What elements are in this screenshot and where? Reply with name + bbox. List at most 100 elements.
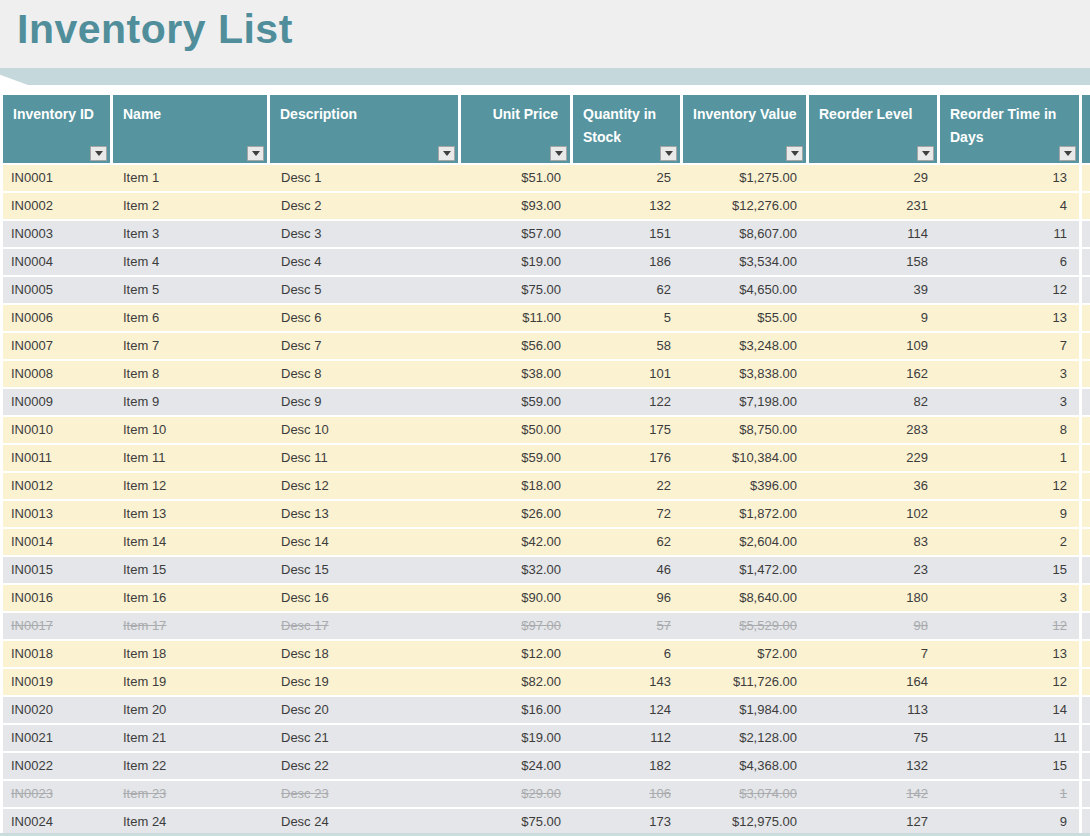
cell-price[interactable]: $32.00 <box>461 557 573 583</box>
cell-price[interactable]: $38.00 <box>461 361 573 387</box>
cell-value[interactable]: $7,198.00 <box>683 389 809 415</box>
cell-id[interactable]: IN0017 <box>3 613 113 639</box>
cell-days[interactable]: 14 <box>940 697 1079 723</box>
cell-qty[interactable]: 151 <box>573 221 683 247</box>
cell-level[interactable]: 127 <box>809 809 940 835</box>
cell-qty[interactable]: 143 <box>573 669 683 695</box>
cell-id[interactable]: IN0012 <box>3 473 113 499</box>
cell-value[interactable]: $1,472.00 <box>683 557 809 583</box>
cell-price[interactable]: $19.00 <box>461 249 573 275</box>
cell-name[interactable]: Item 10 <box>113 417 270 443</box>
cell-days[interactable]: 13 <box>940 165 1079 191</box>
cell-name[interactable]: Item 2 <box>113 193 270 219</box>
cell-value[interactable]: $1,872.00 <box>683 501 809 527</box>
cell-desc[interactable]: Desc 7 <box>270 333 461 359</box>
cell-days[interactable]: 3 <box>940 585 1079 611</box>
cell-id[interactable]: IN0003 <box>3 221 113 247</box>
cell-value[interactable]: $8,640.00 <box>683 585 809 611</box>
cell-level[interactable]: 283 <box>809 417 940 443</box>
cell-days[interactable]: 8 <box>940 417 1079 443</box>
cell-qty[interactable]: 182 <box>573 753 683 779</box>
cell-price[interactable]: $16.00 <box>461 697 573 723</box>
cell-value[interactable]: $2,604.00 <box>683 529 809 555</box>
cell-desc[interactable]: Desc 20 <box>270 697 461 723</box>
cell-name[interactable]: Item 16 <box>113 585 270 611</box>
cell-days[interactable]: 3 <box>940 361 1079 387</box>
cell-qty[interactable]: 62 <box>573 529 683 555</box>
cell-name[interactable]: Item 17 <box>113 613 270 639</box>
cell-level[interactable]: 109 <box>809 333 940 359</box>
cell-level[interactable]: 83 <box>809 529 940 555</box>
cell-level[interactable]: 180 <box>809 585 940 611</box>
cell-value[interactable]: $4,650.00 <box>683 277 809 303</box>
cell-days[interactable]: 15 <box>940 753 1079 779</box>
cell-qty[interactable]: 46 <box>573 557 683 583</box>
cell-price[interactable]: $12.00 <box>461 641 573 667</box>
cell-desc[interactable]: Desc 24 <box>270 809 461 835</box>
cell-price[interactable]: $93.00 <box>461 193 573 219</box>
cell-days[interactable]: 4 <box>940 193 1079 219</box>
cell-name[interactable]: Item 24 <box>113 809 270 835</box>
cell-level[interactable]: 102 <box>809 501 940 527</box>
cell-id[interactable]: IN0016 <box>3 585 113 611</box>
cell-level[interactable]: 164 <box>809 669 940 695</box>
cell-value[interactable]: $72.00 <box>683 641 809 667</box>
cell-qty[interactable]: 22 <box>573 473 683 499</box>
cell-desc[interactable]: Desc 8 <box>270 361 461 387</box>
cell-id[interactable]: IN0010 <box>3 417 113 443</box>
cell-id[interactable]: IN0005 <box>3 277 113 303</box>
cell-level[interactable]: 36 <box>809 473 940 499</box>
cell-name[interactable]: Item 23 <box>113 781 270 807</box>
cell-qty[interactable]: 176 <box>573 445 683 471</box>
cell-price[interactable]: $51.00 <box>461 165 573 191</box>
cell-value[interactable]: $3,838.00 <box>683 361 809 387</box>
cell-price[interactable]: $42.00 <box>461 529 573 555</box>
cell-name[interactable]: Item 5 <box>113 277 270 303</box>
cell-id[interactable]: IN0021 <box>3 725 113 751</box>
cell-qty[interactable]: 96 <box>573 585 683 611</box>
cell-price[interactable]: $19.00 <box>461 725 573 751</box>
cell-value[interactable]: $12,276.00 <box>683 193 809 219</box>
cell-days[interactable]: 12 <box>940 669 1079 695</box>
cell-days[interactable]: 15 <box>940 557 1079 583</box>
cell-qty[interactable]: 173 <box>573 809 683 835</box>
cell-days[interactable]: 1 <box>940 445 1079 471</box>
cell-level[interactable]: 75 <box>809 725 940 751</box>
cell-level[interactable]: 98 <box>809 613 940 639</box>
cell-value[interactable]: $3,248.00 <box>683 333 809 359</box>
cell-level[interactable]: 132 <box>809 753 940 779</box>
cell-value[interactable]: $396.00 <box>683 473 809 499</box>
cell-days[interactable]: 9 <box>940 809 1079 835</box>
cell-value[interactable]: $8,607.00 <box>683 221 809 247</box>
cell-qty[interactable]: 124 <box>573 697 683 723</box>
cell-level[interactable]: 7 <box>809 641 940 667</box>
cell-qty[interactable]: 72 <box>573 501 683 527</box>
cell-desc[interactable]: Desc 6 <box>270 305 461 331</box>
cell-days[interactable]: 7 <box>940 333 1079 359</box>
cell-level[interactable]: 158 <box>809 249 940 275</box>
cell-value[interactable]: $4,368.00 <box>683 753 809 779</box>
cell-days[interactable]: 9 <box>940 501 1079 527</box>
cell-desc[interactable]: Desc 18 <box>270 641 461 667</box>
cell-level[interactable]: 39 <box>809 277 940 303</box>
cell-id[interactable]: IN0004 <box>3 249 113 275</box>
filter-dropdown-button[interactable] <box>90 146 107 161</box>
cell-name[interactable]: Item 15 <box>113 557 270 583</box>
cell-name[interactable]: Item 12 <box>113 473 270 499</box>
cell-name[interactable]: Item 19 <box>113 669 270 695</box>
cell-value[interactable]: $55.00 <box>683 305 809 331</box>
cell-id[interactable]: IN0009 <box>3 389 113 415</box>
cell-qty[interactable]: 112 <box>573 725 683 751</box>
cell-name[interactable]: Item 1 <box>113 165 270 191</box>
cell-price[interactable]: $56.00 <box>461 333 573 359</box>
cell-price[interactable]: $11.00 <box>461 305 573 331</box>
cell-desc[interactable]: Desc 14 <box>270 529 461 555</box>
cell-name[interactable]: Item 7 <box>113 333 270 359</box>
cell-qty[interactable]: 132 <box>573 193 683 219</box>
cell-value[interactable]: $11,726.00 <box>683 669 809 695</box>
cell-id[interactable]: IN0002 <box>3 193 113 219</box>
cell-price[interactable]: $18.00 <box>461 473 573 499</box>
cell-level[interactable]: 113 <box>809 697 940 723</box>
filter-dropdown-button[interactable] <box>917 146 934 161</box>
cell-name[interactable]: Item 22 <box>113 753 270 779</box>
